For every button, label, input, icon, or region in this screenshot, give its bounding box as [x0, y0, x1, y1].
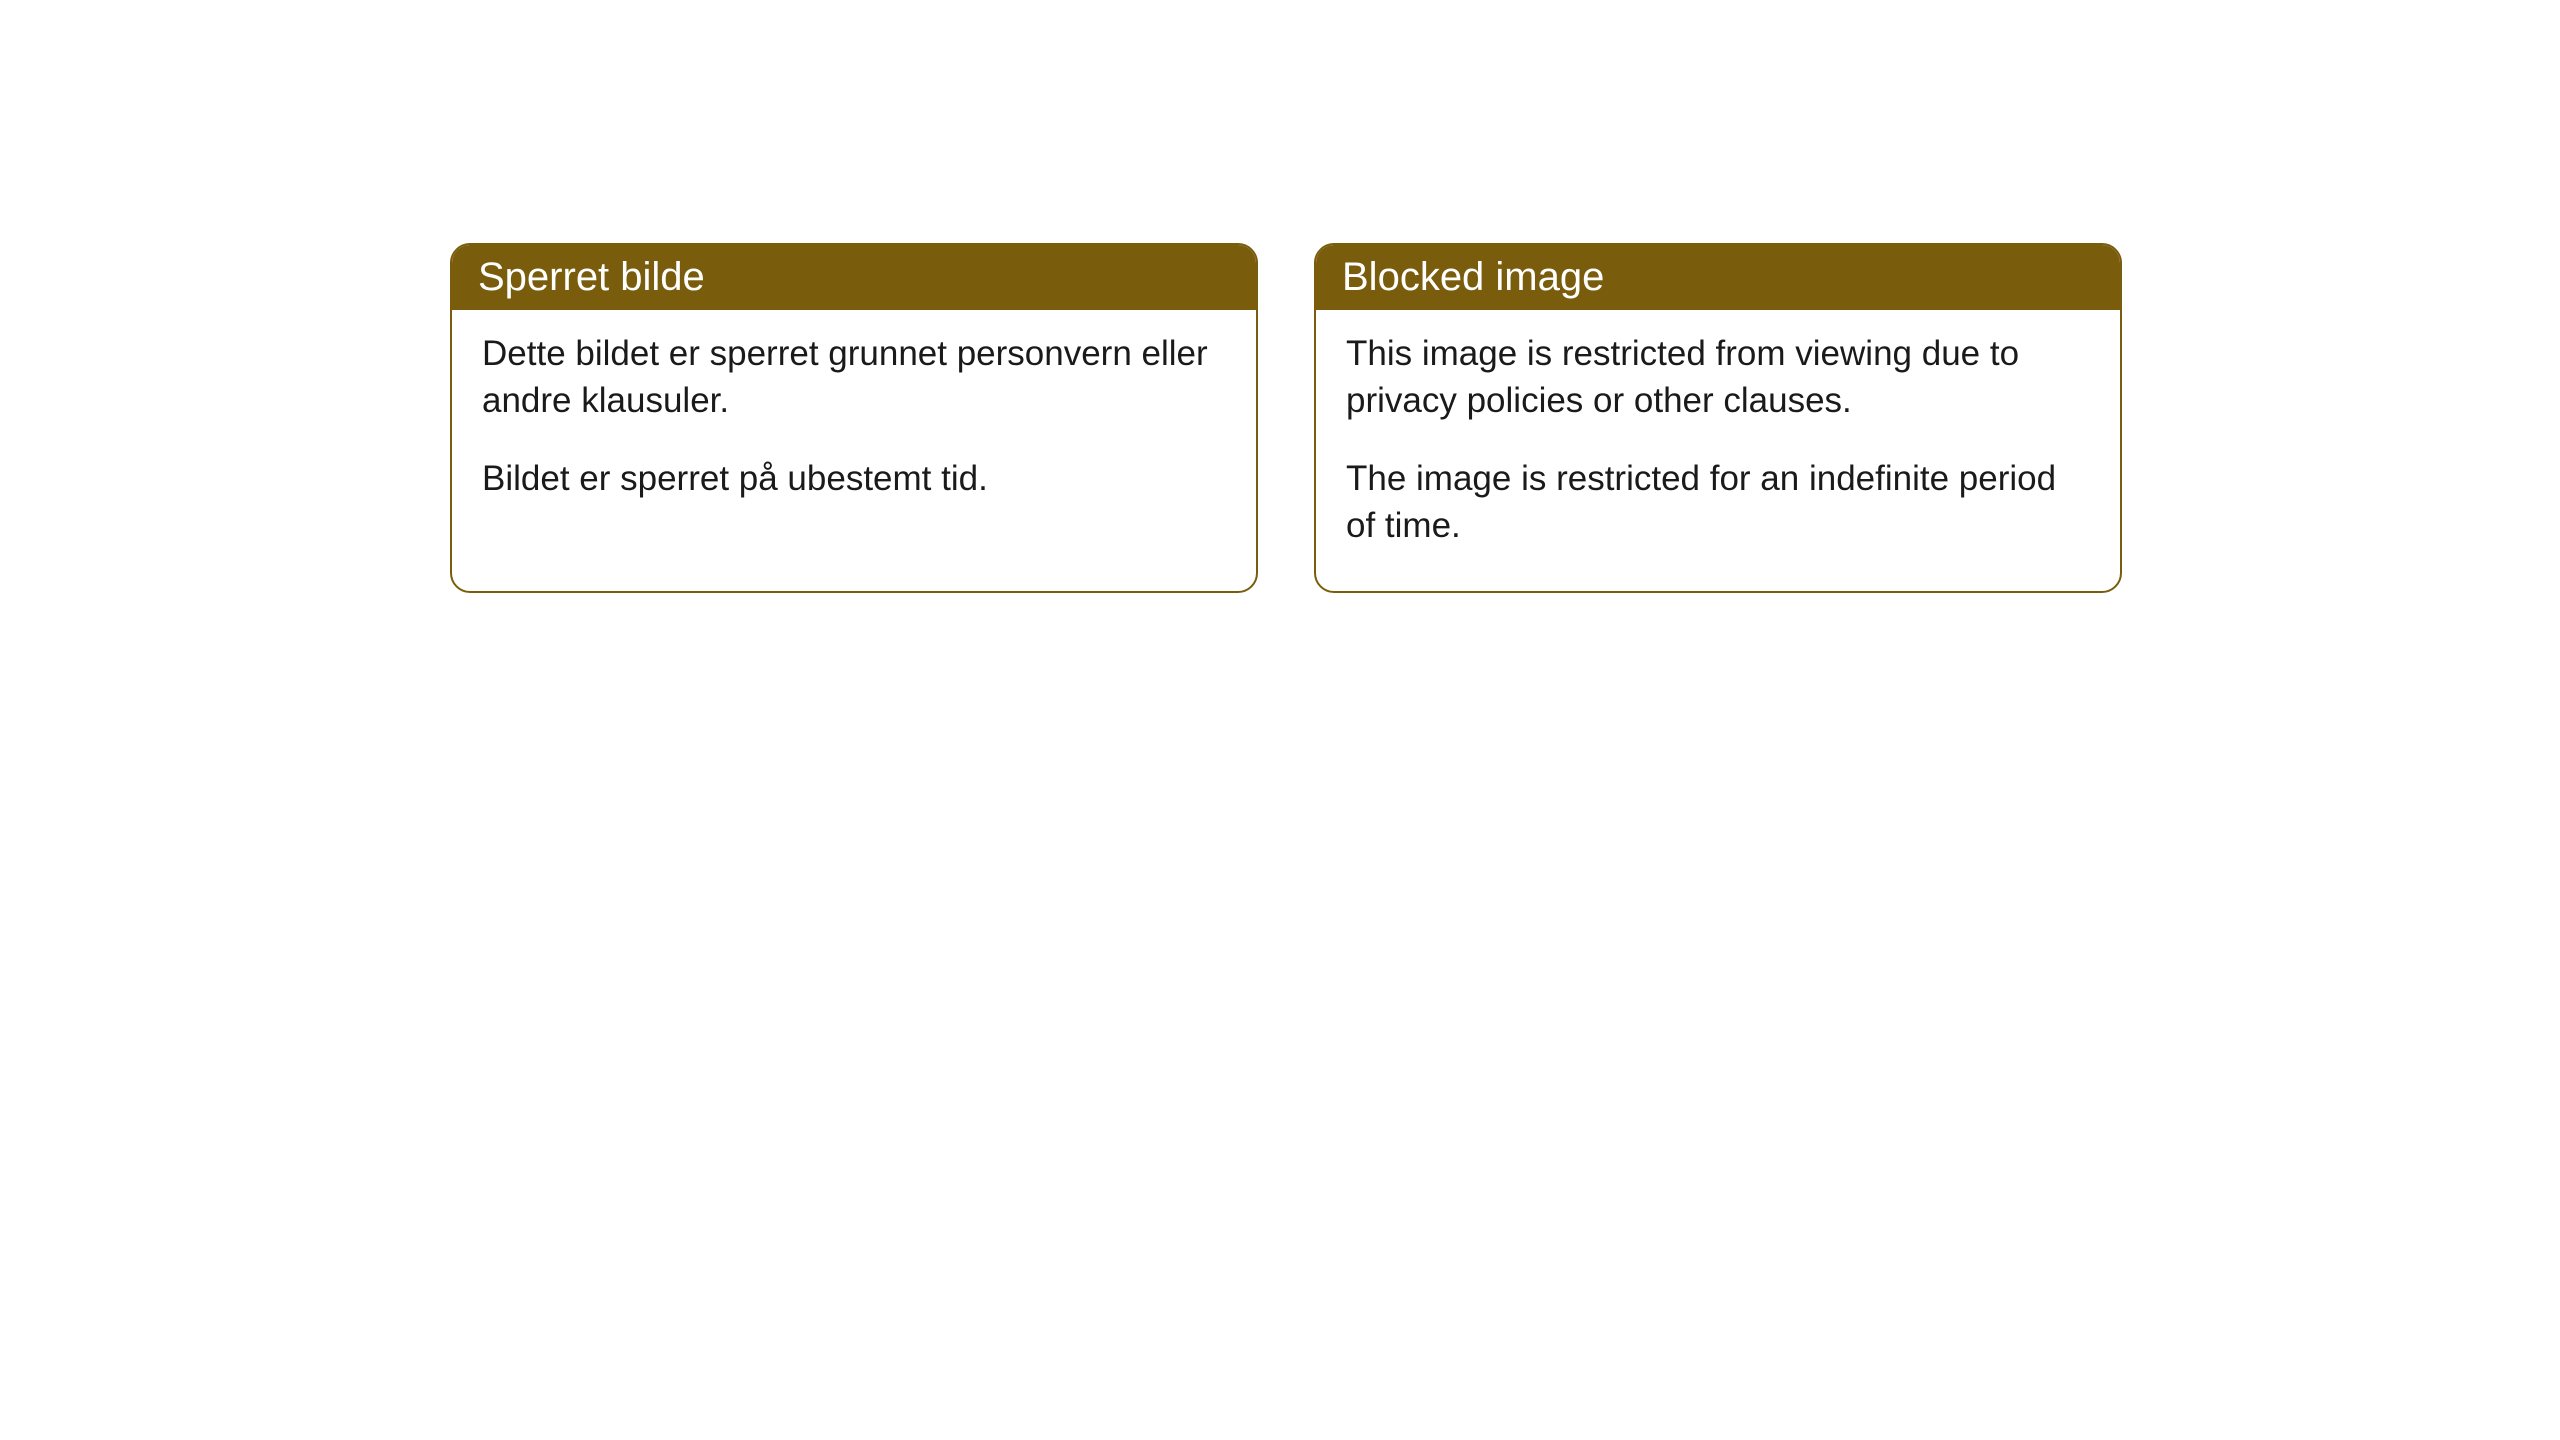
blocked-image-card-english: Blocked image This image is restricted f… [1314, 243, 2122, 593]
blocked-image-card-norwegian: Sperret bilde Dette bildet er sperret gr… [450, 243, 1258, 593]
card-body: This image is restricted from viewing du… [1316, 310, 2120, 591]
card-header: Sperret bilde [452, 245, 1256, 310]
notice-cards-container: Sperret bilde Dette bildet er sperret gr… [450, 243, 2122, 593]
card-paragraph: The image is restricted for an indefinit… [1346, 455, 2090, 550]
card-paragraph: Bildet er sperret på ubestemt tid. [482, 455, 1226, 502]
card-body: Dette bildet er sperret grunnet personve… [452, 310, 1256, 544]
card-header: Blocked image [1316, 245, 2120, 310]
card-paragraph: This image is restricted from viewing du… [1346, 330, 2090, 425]
card-title: Blocked image [1342, 255, 1604, 299]
card-paragraph: Dette bildet er sperret grunnet personve… [482, 330, 1226, 425]
card-title: Sperret bilde [478, 255, 705, 299]
